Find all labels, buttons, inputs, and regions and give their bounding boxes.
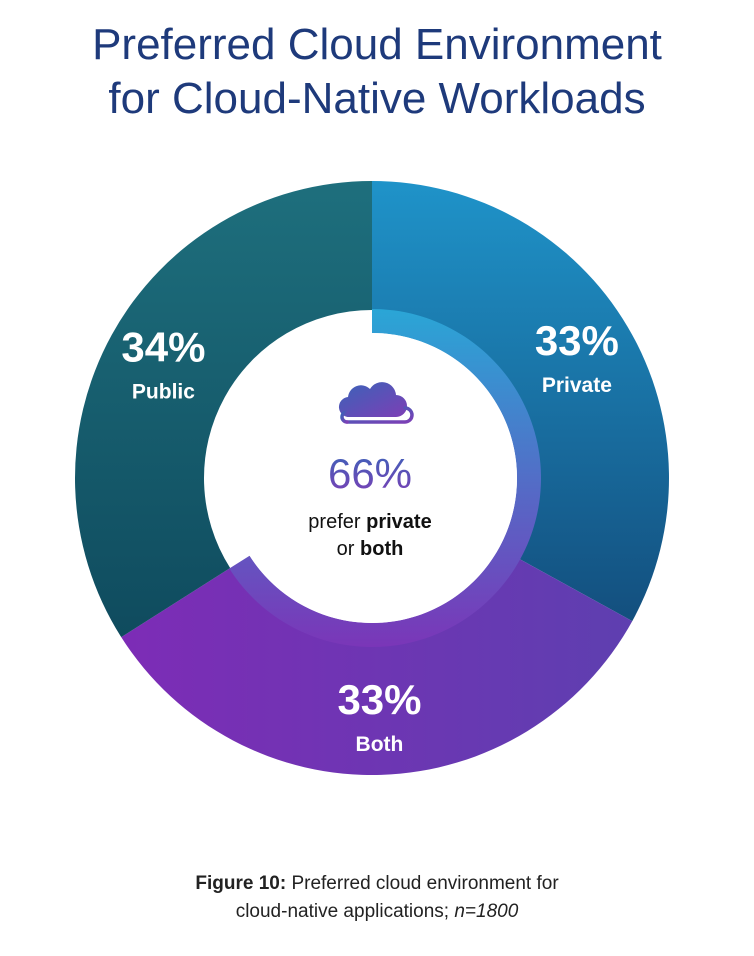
center-line1: prefer private (308, 511, 431, 533)
center-line2: or both (337, 538, 404, 560)
donut-slices (74, 180, 670, 775)
slice-both (121, 558, 633, 775)
chart-title-line1: Preferred Cloud Environment (92, 20, 662, 69)
center-line1-plain: prefer (308, 511, 366, 533)
chart-title: Preferred Cloud Environment for Cloud-Na… (0, 18, 754, 126)
caption-text2: cloud-native applications; (235, 901, 450, 922)
center-line1-bold: private (366, 511, 432, 533)
caption-sample-size: n=1800 (454, 901, 519, 922)
caption-line2: cloud-native applications; n=1800 (0, 898, 754, 926)
slice-public (74, 180, 372, 638)
donut-center (227, 333, 517, 623)
center-percent: 66% (328, 450, 412, 497)
slice-value-private: 33% (535, 317, 619, 364)
slice-label-public: Public (132, 380, 195, 403)
cloud-icon (338, 382, 414, 424)
slice-value-both: 33% (337, 676, 421, 723)
slice-label-private: Private (542, 374, 612, 397)
caption-line1: Figure 10: Preferred cloud environment f… (0, 870, 754, 898)
figure-caption: Figure 10: Preferred cloud environment f… (0, 870, 754, 926)
slice-label-both: Both (356, 733, 404, 756)
center-summary: 66% prefer private or both (308, 382, 432, 560)
slice-private (372, 181, 670, 622)
chart-title-line2: for Cloud-Native Workloads (108, 74, 646, 123)
center-line2-bold: both (360, 538, 403, 560)
slice-labels: 33% Private 33% Both 34% Public (121, 317, 618, 756)
caption-label: Figure 10: (195, 873, 287, 894)
center-line2-plain: or (337, 538, 360, 560)
caption-text1: Preferred cloud environment for (291, 873, 559, 894)
slice-value-public: 34% (121, 323, 205, 370)
